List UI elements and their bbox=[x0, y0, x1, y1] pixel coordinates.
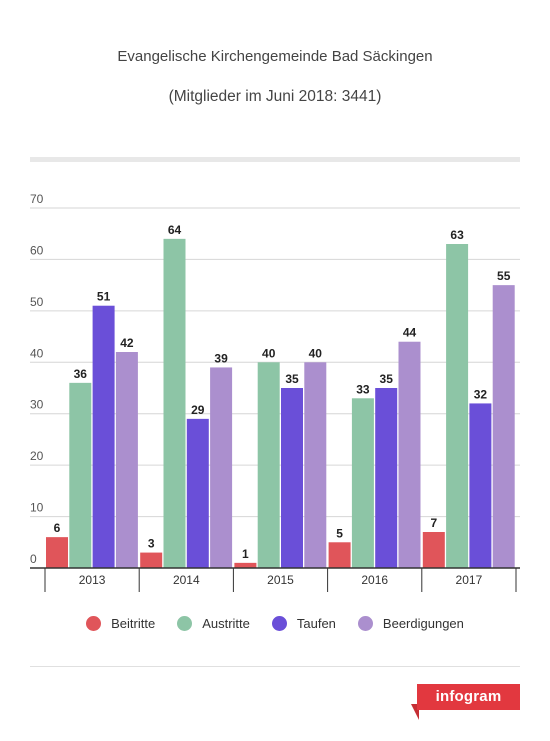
chart-subtitle: (Mitglieder im Juni 2018: 3441) bbox=[168, 88, 382, 105]
x-tick-label: 2016 bbox=[361, 573, 388, 587]
data-label: 3 bbox=[148, 537, 155, 551]
data-label: 29 bbox=[191, 403, 205, 417]
bar-austritte bbox=[446, 244, 469, 568]
bar-austritte bbox=[257, 362, 280, 568]
bar-beitritte bbox=[46, 537, 68, 568]
footer-divider bbox=[30, 666, 520, 667]
bar-beitritte bbox=[140, 552, 163, 568]
logo-tail bbox=[411, 704, 419, 720]
data-label: 40 bbox=[262, 346, 276, 360]
data-label: 35 bbox=[380, 372, 394, 386]
data-label: 1 bbox=[242, 547, 249, 561]
legend-swatch bbox=[177, 616, 193, 631]
y-tick-label: 0 bbox=[30, 552, 37, 566]
x-tick-label: 2015 bbox=[267, 573, 294, 587]
legend-item[interactable]: Austritte bbox=[177, 616, 250, 631]
bar-austritte bbox=[351, 398, 374, 568]
legend-label: Beitritte bbox=[111, 616, 156, 631]
x-tick-label: 2017 bbox=[456, 573, 483, 587]
x-tick-label: 2014 bbox=[173, 573, 200, 587]
chart-title: Evangelische Kirchengemeinde Bad Säcking… bbox=[117, 48, 433, 65]
bar-beerdigungen bbox=[210, 367, 233, 568]
y-tick-label: 10 bbox=[30, 501, 44, 515]
bar-beerdigungen bbox=[304, 362, 327, 568]
data-label: 64 bbox=[168, 223, 182, 237]
y-tick-label: 50 bbox=[30, 295, 44, 309]
legend-swatch bbox=[271, 616, 287, 631]
legend-item[interactable]: Taufen bbox=[271, 616, 336, 631]
bar-taufen bbox=[186, 418, 209, 568]
y-tick-label: 20 bbox=[30, 449, 44, 463]
y-tick-label: 60 bbox=[30, 243, 44, 257]
legend-item[interactable]: Beitritte bbox=[86, 616, 155, 631]
bar-beitritte bbox=[234, 562, 257, 568]
data-label: 44 bbox=[403, 326, 417, 340]
bar-austritte bbox=[69, 382, 92, 568]
bar-austritte bbox=[163, 238, 186, 568]
data-label: 51 bbox=[97, 290, 111, 304]
y-tick-label: 70 bbox=[30, 192, 44, 206]
data-label: 6 bbox=[54, 521, 61, 535]
legend-swatch bbox=[357, 616, 373, 631]
y-tick-label: 30 bbox=[30, 398, 44, 412]
bar-beitritte bbox=[422, 532, 445, 568]
data-label: 5 bbox=[336, 526, 343, 540]
bar-beerdigungen bbox=[115, 352, 138, 568]
data-label: 63 bbox=[450, 228, 464, 242]
legend-swatch bbox=[86, 616, 102, 631]
data-label: 42 bbox=[120, 336, 134, 350]
legend-label: Beerdigungen bbox=[382, 616, 464, 631]
legend-item[interactable]: Beerdigungen bbox=[357, 616, 464, 631]
data-label: 36 bbox=[74, 367, 88, 381]
bar-taufen bbox=[281, 388, 303, 568]
data-label: 33 bbox=[356, 382, 370, 396]
data-label: 32 bbox=[474, 387, 488, 401]
bar-chart: 0102030405060706365142201336429392014140… bbox=[30, 192, 520, 592]
data-label: 39 bbox=[214, 351, 228, 365]
bar-taufen bbox=[375, 388, 398, 568]
bar-beerdigungen bbox=[492, 285, 515, 568]
data-label: 55 bbox=[497, 269, 511, 283]
y-tick-label: 40 bbox=[30, 346, 44, 360]
x-tick-label: 2013 bbox=[79, 573, 106, 587]
bar-beitritte bbox=[328, 542, 351, 568]
legend-label: Taufen bbox=[296, 616, 336, 631]
legend-label: Austritte bbox=[202, 616, 250, 631]
header-divider bbox=[30, 157, 520, 162]
data-label: 40 bbox=[309, 346, 323, 360]
data-label: 35 bbox=[285, 372, 299, 386]
bar-taufen bbox=[469, 403, 492, 568]
data-label: 7 bbox=[430, 516, 437, 530]
infogram-logo[interactable]: infogram bbox=[417, 684, 520, 710]
chart-legend: Beitritte Austritte Taufen Beerdigungen bbox=[0, 616, 550, 631]
bar-beerdigungen bbox=[398, 341, 421, 568]
bar-taufen bbox=[92, 305, 115, 568]
